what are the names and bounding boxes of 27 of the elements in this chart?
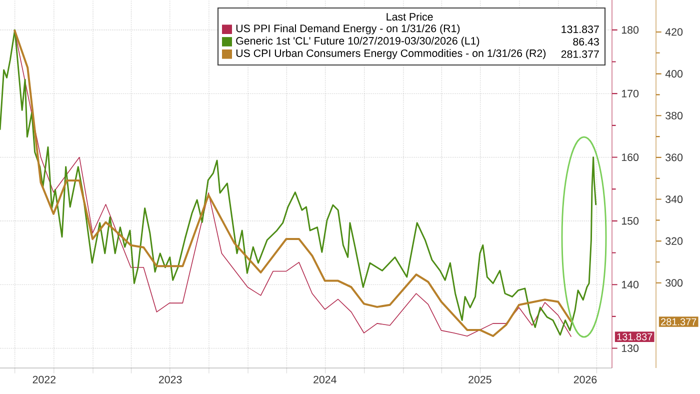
y2-tick-label: 400 xyxy=(665,70,683,78)
y2-tick-label: 360 xyxy=(666,154,683,162)
text: 281.377 xyxy=(661,318,696,326)
y-tick-label: 160 xyxy=(622,153,639,162)
y2-tick-label: 420 xyxy=(665,28,683,36)
y-tick-label: 180 xyxy=(622,26,639,34)
y-tick-label: 140 xyxy=(622,280,639,288)
x-tick-label: 2022 xyxy=(32,376,56,384)
x-tick-label: 2024 xyxy=(314,376,336,384)
x-tick-label: 2023 xyxy=(158,376,182,384)
y-tick-label: 170 xyxy=(622,90,639,98)
y2-tick-label: 320 xyxy=(666,237,683,245)
legend-label: Generic 1st 'CL' Future 10/27/2019-03/30/2026 (L1) xyxy=(236,36,480,47)
legend-label: US PPI Final Demand Energy - on 1/31/26 (R1) xyxy=(236,24,460,34)
y-tick-label: 130 xyxy=(622,344,639,352)
x-tick-label: 2025 xyxy=(468,376,492,384)
x-tick-label: 2026 xyxy=(574,376,597,384)
y2-tick-label: 300 xyxy=(666,279,683,287)
annotation: 131.837 xyxy=(562,26,599,34)
legend-title: Last Price xyxy=(386,12,433,21)
annotation: 281.377 xyxy=(561,50,599,58)
legend-label: US CPI Urban Consumers Energy Commodities - on 1/31/26 (R2) xyxy=(236,49,546,60)
y2-tick-label: 380 xyxy=(666,112,683,120)
y2-tick-label: 340 xyxy=(666,195,683,204)
y-tick-label: 150 xyxy=(622,217,639,225)
text: 131.837 xyxy=(617,333,652,340)
annotation: 86.43 xyxy=(573,38,599,46)
